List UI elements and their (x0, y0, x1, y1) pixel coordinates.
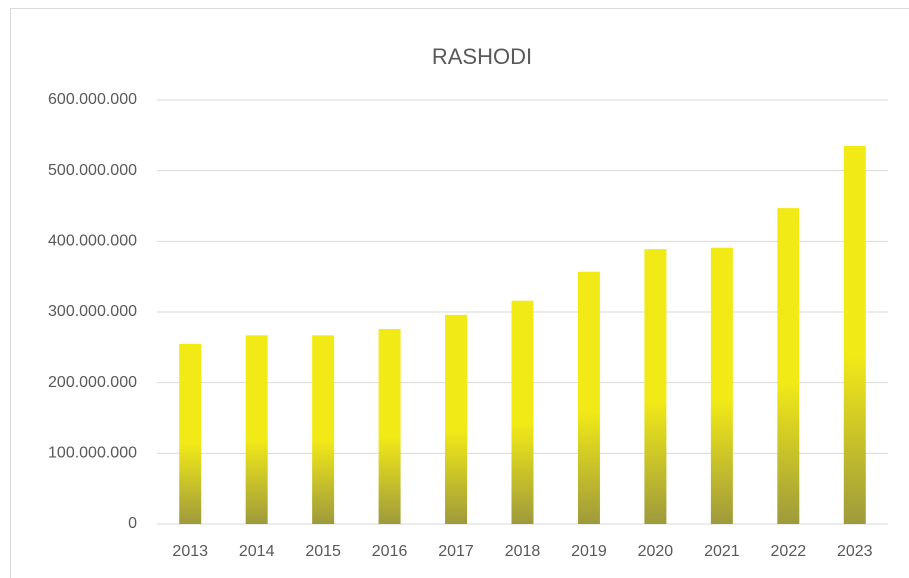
y-tick-label: 0 (128, 515, 137, 532)
bar (843, 145, 866, 524)
bar (577, 271, 600, 524)
bar (644, 249, 667, 524)
y-tick-label: 100.000.000 (48, 445, 137, 462)
x-tick-label: 2020 (638, 543, 674, 560)
y-tick-label: 600.000.000 (48, 91, 137, 108)
chart-border (10, 8, 909, 578)
x-tick-label: 2015 (305, 543, 341, 560)
bar (179, 343, 202, 524)
x-tick-label: 2014 (239, 543, 275, 560)
x-tick-label: 2013 (172, 543, 208, 560)
bar (445, 314, 468, 524)
y-tick-label: 300.000.000 (48, 303, 137, 320)
y-tick-label: 400.000.000 (48, 233, 137, 250)
bar (378, 328, 401, 524)
x-tick-label: 2021 (704, 543, 740, 560)
bar (777, 208, 800, 524)
x-tick-label: 2023 (837, 543, 873, 560)
x-tick-label: 2022 (771, 543, 807, 560)
bar (245, 335, 268, 524)
bar (511, 300, 534, 524)
x-tick-label: 2017 (438, 543, 474, 560)
chart-title: RASHODI (432, 44, 532, 69)
y-tick-label: 200.000.000 (48, 374, 137, 391)
x-tick-label: 2016 (372, 543, 408, 560)
x-tick-label: 2018 (505, 543, 541, 560)
bar (710, 247, 733, 524)
y-tick-label: 500.000.000 (48, 162, 137, 179)
bar (312, 335, 335, 524)
x-tick-label: 2019 (571, 543, 607, 560)
